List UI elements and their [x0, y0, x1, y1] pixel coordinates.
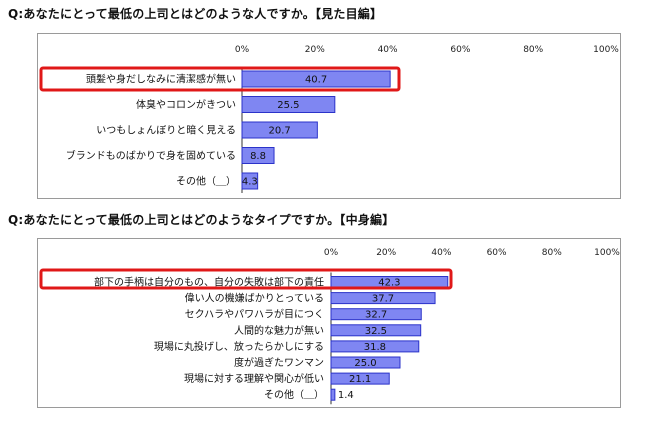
- chart-1-panel: 0% 20% 40% 60% 80% 100% 頭髪や身だしなみに清潔感が無い 40.7 体臭や…: [37, 33, 621, 199]
- x-tick-label: 20%: [305, 45, 325, 55]
- value-label: 25.0: [354, 358, 376, 369]
- value-label: 25.5: [277, 100, 299, 111]
- x-tick-label: 40%: [378, 45, 398, 55]
- bar: [241, 121, 318, 139]
- value-label: 20.7: [269, 126, 291, 137]
- x-tick-label: 0%: [324, 248, 339, 258]
- x-tick-label: 100%: [594, 248, 620, 258]
- value-label: 8.8: [250, 151, 266, 162]
- x-tick-label: 100%: [593, 45, 619, 55]
- x-tick-label: 80%: [542, 248, 562, 258]
- x-tick-label: 60%: [487, 248, 507, 258]
- x-tick-label: 60%: [450, 45, 470, 55]
- chart-2: 0% 20% 40% 60% 80% 100% 部下の手柄は自分のもの、自分の失敗は部下の責…: [39, 248, 620, 405]
- question-2-title: Q:あなたにとって最低の上司とはどのようなタイプですか。【中身編】: [8, 213, 395, 227]
- highlight-box: [39, 268, 453, 290]
- category-label: 部下の手柄は自分のもの、自分の失敗は部下の責任: [94, 276, 324, 289]
- category-label: その他（＿）: [176, 175, 236, 188]
- value-label: 31.8: [364, 342, 386, 353]
- x-tick-label: 80%: [523, 45, 543, 55]
- value-label: 4.3: [242, 177, 258, 188]
- category-label: 現場に対する理解や関心が低い: [184, 372, 324, 385]
- bar: [330, 324, 422, 337]
- category-label: 現場に丸投げし、放ったらかしにする: [154, 340, 324, 353]
- x-tick-label: 20%: [376, 248, 396, 258]
- bar: [330, 388, 336, 401]
- category-label: 頭髪や身だしなみに清潔感が無い: [86, 73, 236, 86]
- question-1-title: Q:あなたにとって最低の上司とはどのような人ですか。【見た目編】: [8, 7, 383, 21]
- bar: [330, 372, 390, 385]
- value-label: 1.4: [338, 390, 354, 401]
- category-label: その他（＿）: [264, 388, 324, 401]
- value-label: 42.3: [378, 278, 400, 289]
- chart-2-panel: 0% 20% 40% 60% 80% 100% 部下の手柄は自分のもの、自分の失敗は部下の責…: [37, 238, 621, 408]
- category-label: ブランドものばかりで身を固めている: [66, 149, 236, 162]
- bar: [241, 70, 391, 88]
- bar: [241, 96, 336, 113]
- highlight-box: [39, 66, 401, 92]
- bar: [330, 292, 436, 305]
- category-label: 体臭やコロンがきつい: [136, 98, 236, 111]
- bar: [241, 147, 275, 164]
- chart-1: 0% 20% 40% 60% 80% 100% 頭髪や身だしなみに清潔感が無い 40.7 体臭や…: [39, 45, 619, 193]
- x-tick-label: 0%: [235, 45, 250, 55]
- category-label: 度が過ぎたワンマン: [234, 356, 324, 369]
- category-label: 人間的な魅力が無い: [234, 324, 324, 337]
- value-label: 32.7: [365, 310, 387, 321]
- x-tick-label: 40%: [431, 248, 451, 258]
- category-label: いつもしょんぼりと暗く見える: [96, 124, 236, 137]
- bar: [330, 356, 401, 369]
- category-label: 偉い人の機嫌ばかりとっている: [185, 292, 324, 305]
- value-label: 40.7: [305, 75, 327, 86]
- value-label: 21.1: [349, 374, 371, 385]
- category-label: セクハラやパワハラが目につく: [185, 308, 324, 321]
- value-label: 32.5: [365, 326, 387, 337]
- bar: [330, 308, 422, 321]
- bar: [241, 172, 259, 190]
- value-label: 37.7: [372, 294, 394, 305]
- bar: [330, 340, 420, 353]
